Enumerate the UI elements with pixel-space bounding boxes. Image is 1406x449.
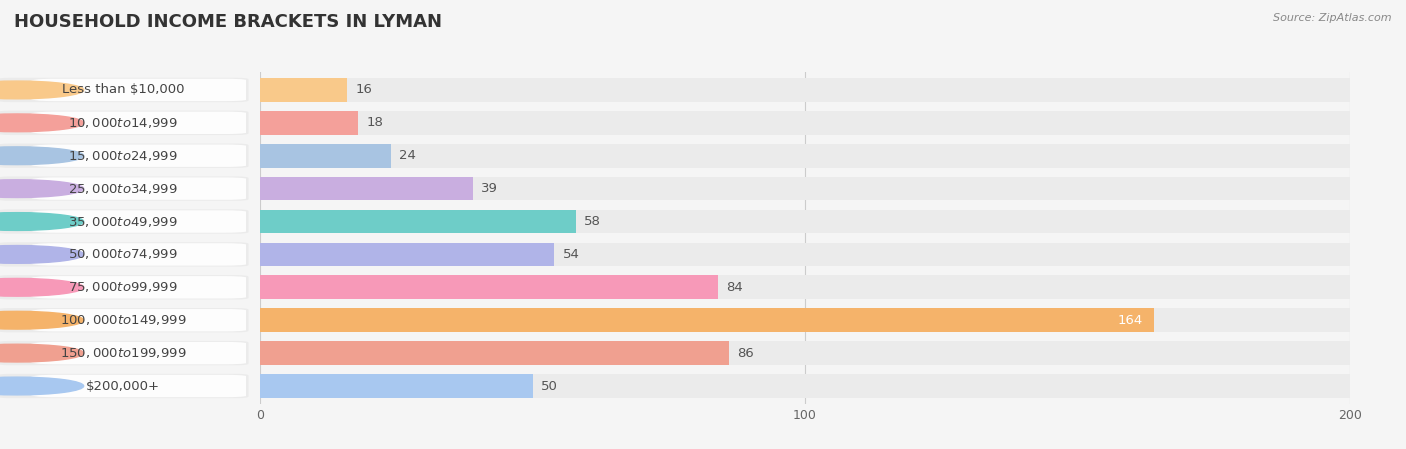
Bar bbox=[260, 242, 1350, 266]
Bar bbox=[260, 374, 1350, 398]
Bar bbox=[260, 111, 359, 135]
FancyBboxPatch shape bbox=[0, 144, 249, 168]
FancyBboxPatch shape bbox=[30, 112, 250, 134]
Text: 86: 86 bbox=[737, 347, 754, 360]
Circle shape bbox=[0, 114, 84, 132]
FancyBboxPatch shape bbox=[30, 79, 250, 101]
Bar bbox=[260, 144, 1350, 167]
FancyBboxPatch shape bbox=[30, 342, 250, 364]
Text: $25,000 to $34,999: $25,000 to $34,999 bbox=[67, 182, 179, 196]
Bar bbox=[260, 177, 1350, 200]
Text: HOUSEHOLD INCOME BRACKETS IN LYMAN: HOUSEHOLD INCOME BRACKETS IN LYMAN bbox=[14, 13, 441, 31]
Text: 58: 58 bbox=[585, 215, 602, 228]
Text: 164: 164 bbox=[1118, 314, 1143, 327]
FancyBboxPatch shape bbox=[0, 308, 249, 332]
FancyBboxPatch shape bbox=[30, 243, 250, 266]
FancyBboxPatch shape bbox=[30, 276, 250, 299]
Circle shape bbox=[0, 81, 84, 99]
Bar bbox=[260, 276, 718, 299]
Text: Less than $10,000: Less than $10,000 bbox=[62, 84, 184, 97]
Text: $100,000 to $149,999: $100,000 to $149,999 bbox=[60, 313, 186, 327]
FancyBboxPatch shape bbox=[0, 209, 249, 233]
Circle shape bbox=[0, 213, 84, 230]
Text: 84: 84 bbox=[725, 281, 742, 294]
Bar bbox=[260, 210, 1350, 233]
Text: 18: 18 bbox=[367, 116, 384, 129]
Bar bbox=[260, 78, 1350, 102]
FancyBboxPatch shape bbox=[30, 177, 250, 200]
Circle shape bbox=[0, 147, 84, 165]
Bar bbox=[260, 210, 576, 233]
FancyBboxPatch shape bbox=[0, 176, 249, 201]
Text: $200,000+: $200,000+ bbox=[86, 379, 160, 392]
Text: $150,000 to $199,999: $150,000 to $199,999 bbox=[60, 346, 186, 360]
FancyBboxPatch shape bbox=[30, 309, 250, 331]
Circle shape bbox=[0, 311, 84, 329]
Bar bbox=[260, 341, 1350, 365]
FancyBboxPatch shape bbox=[0, 242, 249, 267]
Text: 39: 39 bbox=[481, 182, 498, 195]
Text: $50,000 to $74,999: $50,000 to $74,999 bbox=[67, 247, 179, 261]
Text: 24: 24 bbox=[399, 149, 416, 162]
Circle shape bbox=[0, 377, 84, 395]
Bar bbox=[260, 242, 554, 266]
FancyBboxPatch shape bbox=[0, 110, 249, 135]
FancyBboxPatch shape bbox=[0, 374, 249, 398]
Text: $10,000 to $14,999: $10,000 to $14,999 bbox=[67, 116, 179, 130]
Text: 54: 54 bbox=[562, 248, 579, 261]
FancyBboxPatch shape bbox=[30, 210, 250, 233]
Text: 50: 50 bbox=[541, 379, 558, 392]
Text: Source: ZipAtlas.com: Source: ZipAtlas.com bbox=[1274, 13, 1392, 23]
FancyBboxPatch shape bbox=[30, 145, 250, 167]
Bar bbox=[260, 78, 347, 102]
FancyBboxPatch shape bbox=[30, 375, 250, 397]
Bar bbox=[260, 374, 533, 398]
Bar bbox=[260, 276, 1350, 299]
Text: $35,000 to $49,999: $35,000 to $49,999 bbox=[67, 215, 179, 229]
Text: 16: 16 bbox=[356, 84, 373, 97]
Circle shape bbox=[0, 344, 84, 362]
FancyBboxPatch shape bbox=[0, 78, 249, 102]
Bar bbox=[260, 111, 1350, 135]
Circle shape bbox=[0, 246, 84, 263]
Bar bbox=[260, 308, 1350, 332]
Circle shape bbox=[0, 278, 84, 296]
FancyBboxPatch shape bbox=[0, 275, 249, 299]
Bar bbox=[260, 308, 1154, 332]
Text: $15,000 to $24,999: $15,000 to $24,999 bbox=[67, 149, 179, 163]
FancyBboxPatch shape bbox=[0, 341, 249, 365]
Bar bbox=[260, 144, 391, 167]
Text: $75,000 to $99,999: $75,000 to $99,999 bbox=[67, 280, 179, 294]
Bar bbox=[260, 177, 472, 200]
Circle shape bbox=[0, 180, 84, 198]
Bar bbox=[260, 341, 728, 365]
